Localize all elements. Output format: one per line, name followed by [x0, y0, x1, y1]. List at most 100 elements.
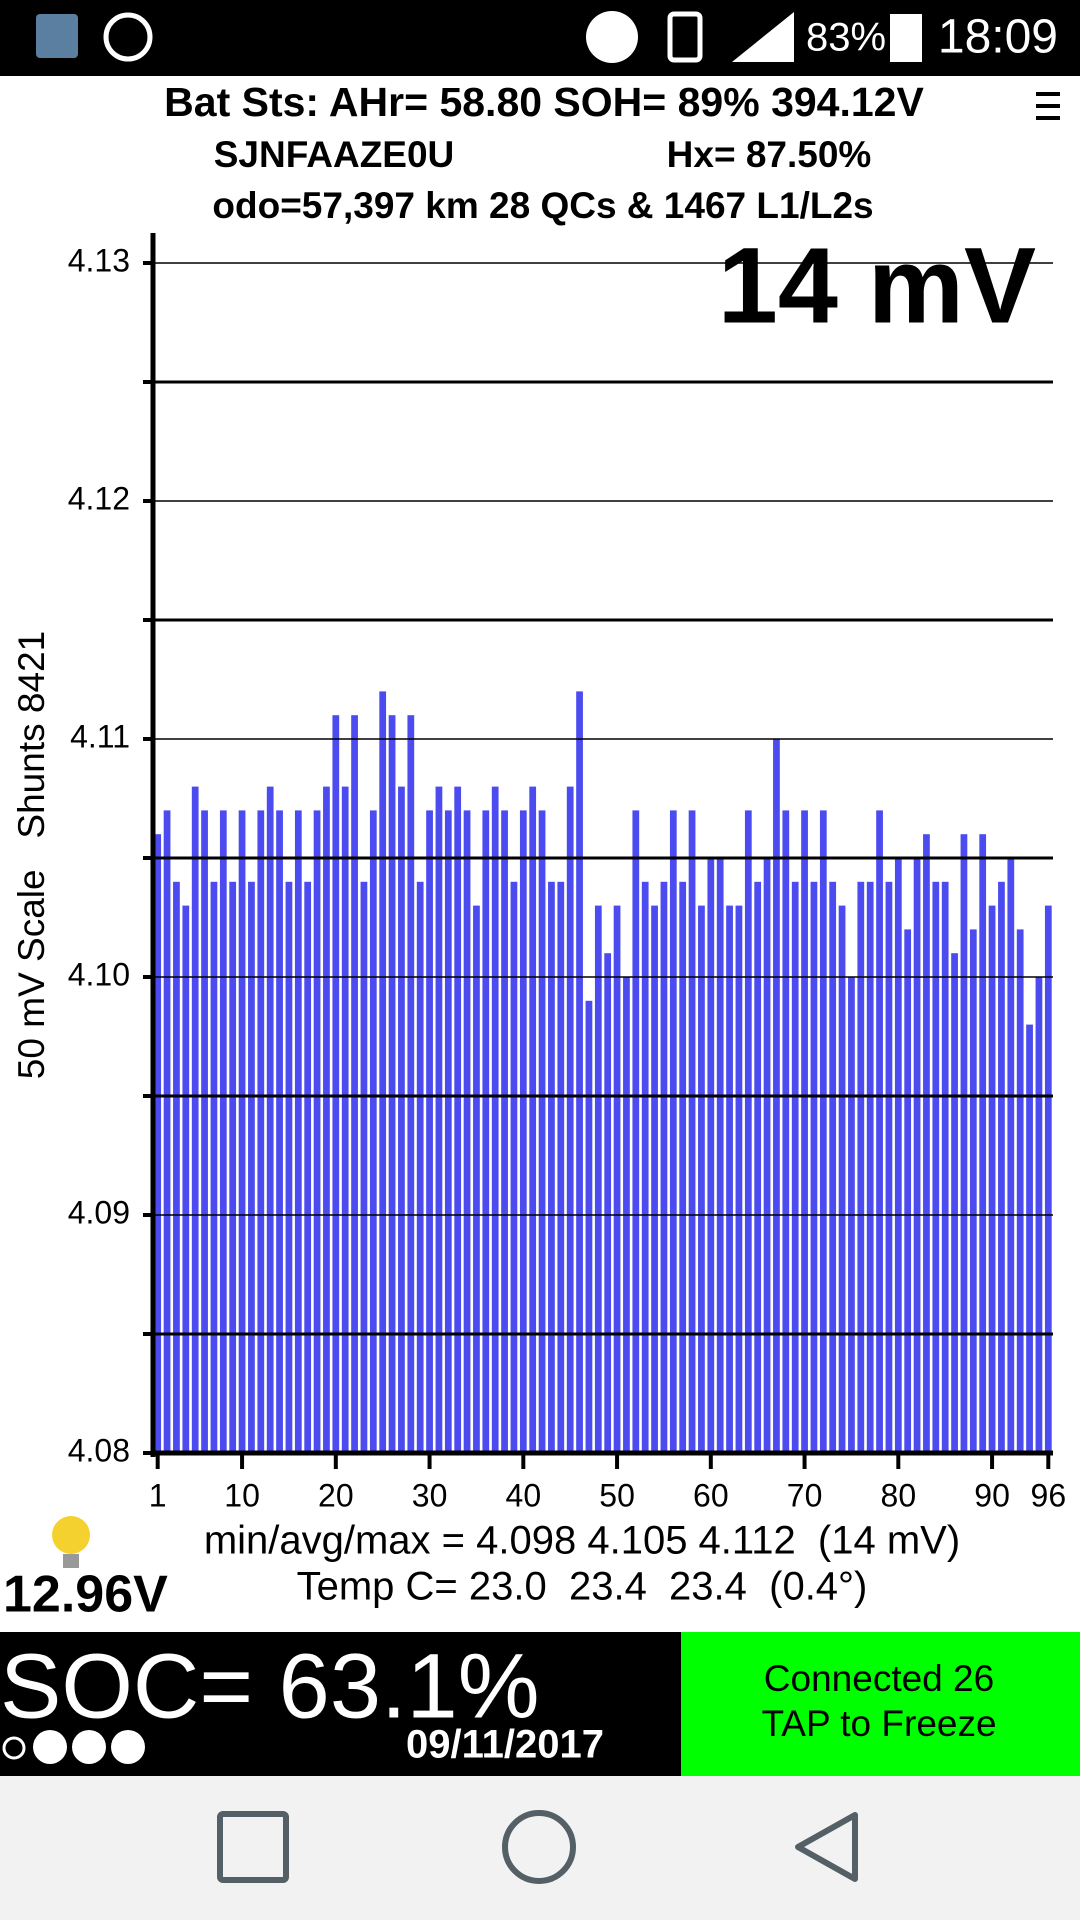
bar — [191, 786, 199, 1453]
bar — [210, 881, 218, 1453]
bar — [529, 786, 537, 1453]
menu-button[interactable] — [1036, 92, 1060, 120]
bar — [538, 810, 546, 1453]
y-tick-label: 4.09 — [68, 1194, 130, 1230]
menu-bar — [1036, 116, 1060, 120]
bar — [182, 905, 190, 1453]
bar — [248, 881, 255, 1453]
bar — [548, 881, 555, 1453]
bar — [566, 786, 574, 1453]
bar — [594, 905, 602, 1453]
bar — [998, 881, 1005, 1453]
bar — [613, 905, 621, 1453]
bar — [229, 881, 237, 1453]
bar — [379, 691, 387, 1453]
bar — [876, 810, 883, 1453]
bar — [341, 786, 349, 1453]
x-tick-label: 90 — [974, 1477, 1010, 1513]
app-icon — [36, 14, 78, 58]
bar — [698, 905, 705, 1453]
bar — [201, 810, 208, 1453]
recents-button[interactable] — [217, 1811, 289, 1883]
bar — [651, 905, 658, 1453]
bar — [660, 881, 668, 1453]
battery-icon — [890, 14, 922, 62]
battery-status: Bat Sts: AHr= 58.80 SOH= 89% 394.12V — [164, 79, 924, 125]
bar — [604, 953, 612, 1453]
indicator-dot — [111, 1730, 145, 1764]
bar — [360, 881, 368, 1453]
date: 09/11/2017 — [406, 1723, 604, 1767]
bar — [894, 858, 902, 1453]
home-button[interactable] — [502, 1810, 576, 1884]
x-tick-label: 80 — [881, 1477, 917, 1513]
bar — [173, 881, 180, 1453]
freeze-button[interactable]: Connected 26 TAP to Freeze — [681, 1632, 1080, 1776]
bar — [857, 881, 865, 1453]
hx: Hx= 87.50% — [667, 134, 872, 175]
bar — [1026, 1024, 1033, 1453]
bar — [351, 715, 358, 1453]
bar — [398, 786, 405, 1453]
bar — [163, 810, 171, 1453]
y-tick-label: 4.12 — [68, 480, 130, 516]
clock: 18:09 — [938, 11, 1058, 64]
y-tick-label: 4.13 — [68, 242, 130, 278]
bar — [1016, 929, 1024, 1453]
bar — [491, 786, 499, 1453]
bulb-glass — [52, 1516, 90, 1554]
x-tick-label: 10 — [224, 1477, 260, 1513]
back-button[interactable] — [795, 1812, 858, 1882]
bar — [669, 810, 677, 1453]
y-tick-label: 4.10 — [68, 956, 130, 992]
bar — [266, 786, 274, 1453]
whatsapp-icon — [103, 12, 153, 62]
bar — [444, 810, 452, 1453]
bar — [885, 881, 893, 1453]
bar — [979, 834, 987, 1453]
bar — [416, 881, 424, 1453]
connection-status: Connected 26 — [764, 1658, 994, 1699]
bulb-icon — [52, 1516, 90, 1568]
indicator-dot — [2, 1736, 26, 1760]
vin: SJNFAAZE0U — [214, 134, 455, 175]
indicator-dot — [72, 1730, 106, 1764]
bar — [238, 810, 246, 1453]
bar — [426, 810, 433, 1453]
x-tick-label: 96 — [1031, 1477, 1067, 1513]
bar — [941, 881, 949, 1453]
cell-stats: min/avg/max = 4.098 4.105 4.112 (14 mV) — [204, 1519, 960, 1563]
bar — [510, 881, 518, 1453]
bar — [294, 810, 302, 1453]
bar — [257, 810, 265, 1453]
bluetooth-icon — [586, 11, 638, 63]
bar — [304, 881, 312, 1453]
bar — [501, 810, 508, 1453]
bar — [716, 858, 724, 1453]
bar — [519, 810, 527, 1453]
bar — [463, 810, 471, 1453]
bar — [801, 810, 808, 1453]
bar — [735, 905, 743, 1453]
bar — [810, 881, 818, 1453]
chart: 4.08 4.09 4.10 4.11 4.12 4.13 1 10 20 30 40 50 60 70 8… — [68, 233, 1066, 1513]
x-tick-label: 70 — [787, 1477, 823, 1513]
bar — [557, 881, 565, 1453]
bar — [1044, 905, 1052, 1453]
bar — [932, 881, 940, 1453]
bar — [819, 810, 827, 1453]
bar — [829, 881, 837, 1453]
x-tick-label: 30 — [412, 1477, 448, 1513]
battery-percent: 83% — [806, 16, 886, 60]
x-tick-label: 50 — [599, 1477, 635, 1513]
bar — [473, 905, 480, 1453]
bar — [313, 810, 321, 1453]
bar — [154, 834, 162, 1453]
freeze-panel — [681, 1632, 1080, 1776]
bar — [332, 715, 340, 1453]
bar — [641, 881, 649, 1453]
menu-bar — [1036, 92, 1060, 96]
x-tick-label: 20 — [318, 1477, 354, 1513]
